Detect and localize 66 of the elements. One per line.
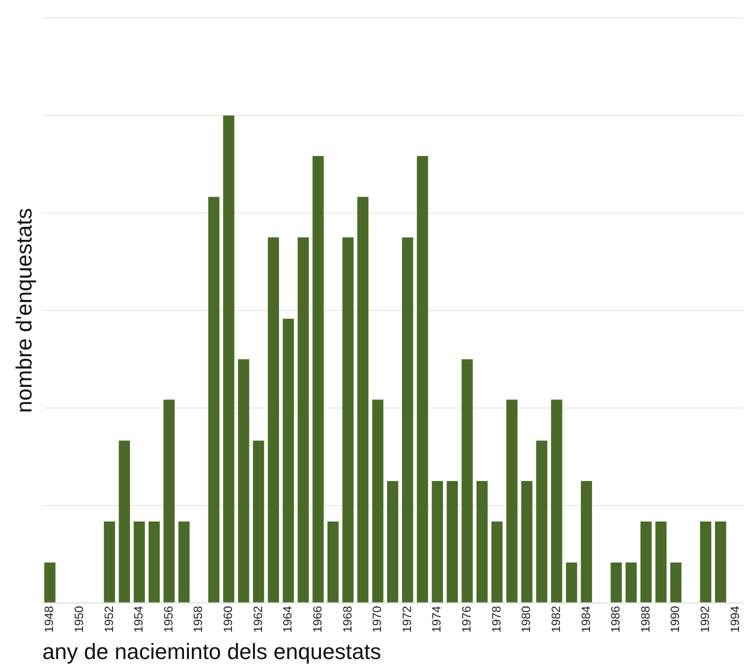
- bar: [580, 481, 592, 602]
- bar: [700, 522, 712, 602]
- bar: [238, 359, 250, 602]
- x-tick-label: 1970: [370, 606, 384, 633]
- y-axis-title: nombre d'enquestats: [11, 208, 36, 413]
- bar: [551, 400, 562, 602]
- x-tick-label: 1956: [161, 606, 176, 633]
- bar: [640, 522, 652, 602]
- x-axis-title: any de nacieminto dels enquestats: [42, 638, 382, 664]
- bar: [327, 522, 339, 602]
- x-tick-label: 1958: [191, 606, 206, 633]
- bar: [521, 481, 532, 602]
- bar: [357, 196, 368, 602]
- bar: [148, 522, 160, 602]
- bar: [104, 522, 116, 602]
- x-tick-label: 1984: [578, 606, 593, 633]
- x-tick-label: 1986: [608, 606, 623, 633]
- x-tick-label: 1966: [310, 606, 324, 633]
- bar: [626, 562, 637, 602]
- bar: [298, 237, 309, 602]
- bar: [223, 115, 234, 602]
- x-tick-label: 1962: [250, 606, 265, 633]
- x-tick-label: 1952: [102, 606, 116, 633]
- bar: [655, 522, 667, 602]
- bar: [164, 400, 175, 602]
- x-tick-label: 1978: [489, 606, 504, 633]
- x-tick-label: 1948: [42, 606, 56, 633]
- x-tick-label: 1964: [280, 606, 295, 633]
- bar: [387, 481, 398, 602]
- x-tick-label: 1990: [668, 606, 682, 633]
- bar: [610, 562, 622, 602]
- bar: [134, 522, 145, 602]
- x-tick-label: 1976: [460, 606, 474, 633]
- bar: [416, 156, 428, 602]
- bar: [462, 359, 473, 602]
- bar: [536, 440, 548, 602]
- bar: [282, 318, 294, 602]
- bar: [312, 156, 324, 602]
- bar: [715, 522, 726, 602]
- bar: [491, 522, 503, 602]
- x-tick-label: 1982: [548, 606, 563, 633]
- bar: [506, 400, 518, 602]
- bar: [372, 400, 384, 602]
- x-tick-label: 1974: [430, 606, 444, 633]
- bar: [342, 237, 354, 602]
- bar: [208, 196, 220, 602]
- bar: [670, 562, 682, 602]
- x-tick-label: 1954: [132, 606, 146, 633]
- bar: [402, 237, 414, 602]
- bar: [178, 522, 190, 602]
- bar: [44, 562, 56, 602]
- x-tick-label: 1988: [638, 606, 652, 633]
- bar: [476, 481, 488, 602]
- x-tick-label: 1960: [221, 606, 236, 633]
- bar: [566, 562, 578, 602]
- x-tick-label: 1950: [72, 606, 86, 633]
- x-tick-label: 1968: [340, 606, 354, 633]
- x-tick-label: 1972: [400, 606, 414, 633]
- bar: [118, 440, 130, 602]
- x-tick-label: 1994: [728, 606, 742, 633]
- x-tick-label: 1980: [519, 606, 534, 633]
- bar: [432, 481, 443, 602]
- x-tick-label: 1992: [698, 606, 712, 633]
- bar: [446, 481, 458, 602]
- bar: [268, 237, 280, 602]
- bar: [252, 440, 264, 602]
